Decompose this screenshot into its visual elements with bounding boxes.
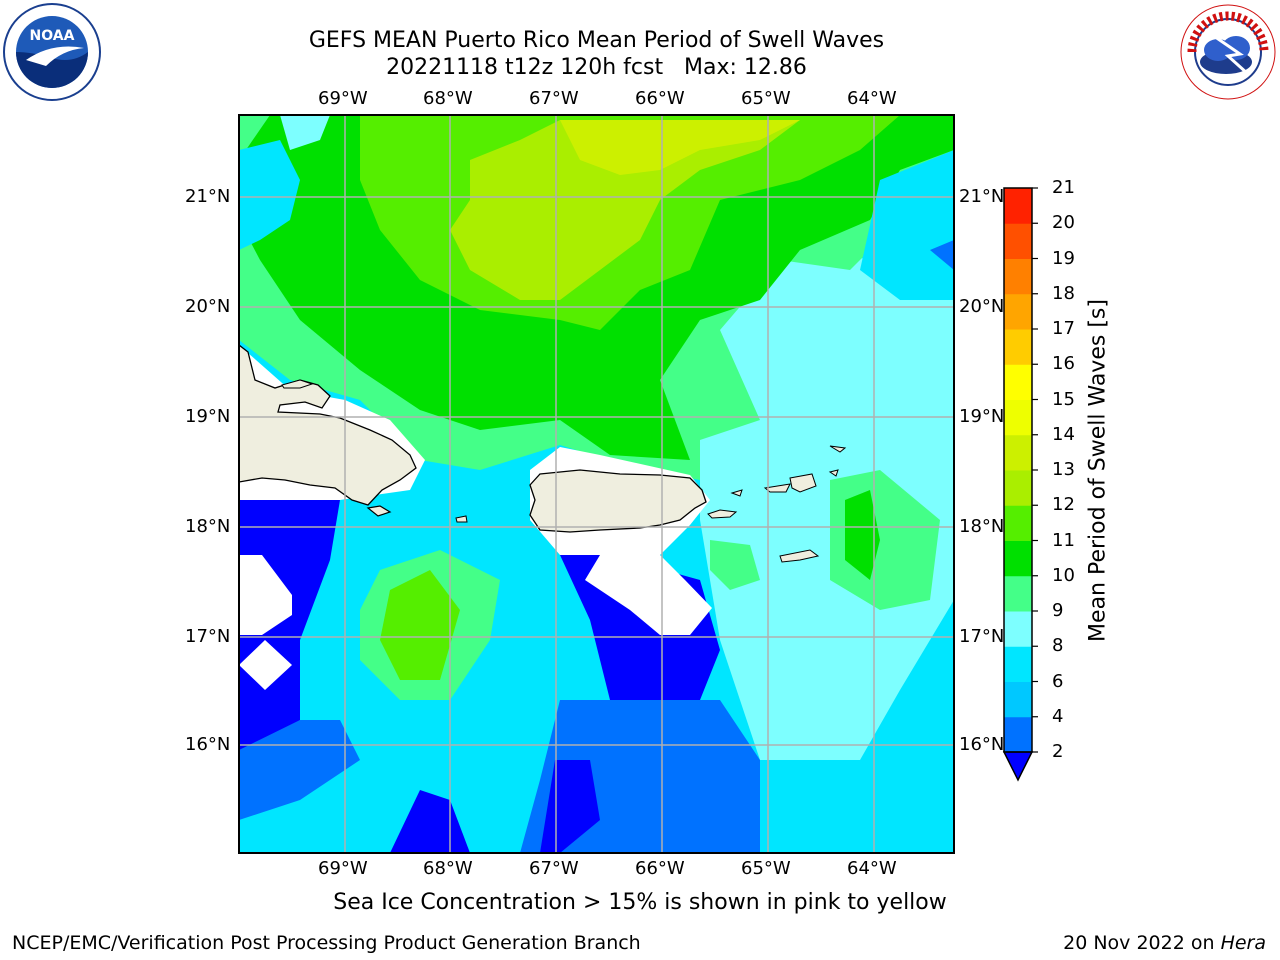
map-subtitle: 20221118 t12z 120h fcst Max: 12.86 xyxy=(386,55,807,80)
colorbar-tick-label: 16 xyxy=(1052,353,1075,375)
colorbar-tick-label: 14 xyxy=(1052,423,1075,445)
colorbar xyxy=(1002,187,1038,782)
colorbar-tick-label: 4 xyxy=(1052,705,1064,727)
colorbar-segment xyxy=(1004,364,1032,400)
lat-label-right: 18°N xyxy=(959,516,1005,537)
colorbar-tick-label: 12 xyxy=(1052,494,1075,516)
colorbar-segment xyxy=(1004,646,1032,682)
lat-label-left: 20°N xyxy=(185,296,231,317)
colorbar-tick-label: 2 xyxy=(1052,741,1064,762)
lon-label-top: 64°W xyxy=(847,88,897,109)
map-frame xyxy=(238,114,955,854)
colorbar-segment xyxy=(1004,611,1032,647)
colorbar-segment xyxy=(1004,575,1032,612)
colorbar-label: Mean Period of Swell Waves [s] xyxy=(1085,299,1111,642)
map-title: GEFS MEAN Puerto Rico Mean Period of Swe… xyxy=(308,28,885,53)
lon-label-bottom: 64°W xyxy=(847,858,897,879)
graticule xyxy=(239,115,954,853)
colorbar-segment xyxy=(1004,223,1032,259)
lon-label-top: 65°W xyxy=(741,88,791,109)
colorbar-segment xyxy=(1004,188,1032,224)
colorbar-tick-label: 9 xyxy=(1052,600,1064,621)
noaa-logo-text: NOAA xyxy=(30,28,75,44)
lat-label-left: 17°N xyxy=(185,626,231,647)
colorbar-tick-label: 15 xyxy=(1052,388,1075,410)
colorbar-segment xyxy=(1004,716,1032,753)
lat-label-right: 20°N xyxy=(959,296,1005,317)
lat-label-right: 19°N xyxy=(959,406,1005,427)
colorbar-tick-label: 17 xyxy=(1052,318,1075,339)
colorbar-tick-label: 6 xyxy=(1052,670,1064,692)
colorbar-segment xyxy=(1004,540,1032,577)
lon-label-bottom: 65°W xyxy=(741,858,791,879)
lon-label-top: 67°W xyxy=(529,88,579,109)
colorbar-segment xyxy=(1004,470,1032,506)
noaa-logo: NOAA xyxy=(3,3,101,101)
lon-label-bottom: 68°W xyxy=(423,858,473,879)
colorbar-segment xyxy=(1004,434,1032,471)
lon-label-bottom: 66°W xyxy=(635,858,685,879)
footer-date: 20 Nov 2022 on Hera xyxy=(1063,932,1266,954)
footer-host: Hera xyxy=(1220,932,1266,954)
sea-ice-caption: Sea Ice Concentration > 15% is shown in … xyxy=(333,890,947,915)
colorbar-tick-label: 21 xyxy=(1052,177,1075,198)
colorbar-tick-label: 10 xyxy=(1052,564,1075,586)
colorbar-tick-label: 11 xyxy=(1052,529,1075,551)
lat-label-left: 16°N xyxy=(185,734,231,755)
colorbar-under-arrow xyxy=(1002,751,1034,782)
lat-label-right: 16°N xyxy=(959,734,1005,755)
colorbar-tick-label: 20 xyxy=(1052,212,1075,234)
lat-label-right: 17°N xyxy=(959,626,1005,647)
lat-label-left: 21°N xyxy=(185,186,231,207)
colorbar-tick-label: 19 xyxy=(1052,247,1075,269)
footer-date-text: 20 Nov 2022 on xyxy=(1063,932,1221,954)
colorbar-segment xyxy=(1004,681,1032,718)
lon-label-top: 69°W xyxy=(318,88,368,109)
colorbar-segment xyxy=(1004,505,1032,541)
colorbar-tick-label: 8 xyxy=(1052,635,1064,657)
lon-label-bottom: 69°W xyxy=(318,858,368,879)
colorbar-tick-label: 13 xyxy=(1052,459,1075,480)
lon-label-bottom: 67°W xyxy=(529,858,579,879)
footer-credit: NCEP/EMC/Verification Post Processing Pr… xyxy=(12,932,641,954)
lon-label-top: 66°W xyxy=(635,88,685,109)
colorbar-segment xyxy=(1004,258,1032,295)
nws-logo xyxy=(1180,4,1276,100)
colorbar-tick-label: 18 xyxy=(1052,282,1075,304)
colorbar-segment xyxy=(1004,329,1032,365)
lat-label-left: 19°N xyxy=(185,406,231,427)
contour-field xyxy=(239,115,954,853)
lon-label-top: 68°W xyxy=(423,88,473,109)
colorbar-segment xyxy=(1004,293,1032,330)
lat-label-left: 18°N xyxy=(185,516,231,537)
lat-label-right: 21°N xyxy=(959,186,1005,207)
colorbar-segment xyxy=(1004,399,1032,436)
